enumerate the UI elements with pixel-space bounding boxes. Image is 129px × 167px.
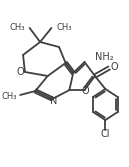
Text: O: O xyxy=(111,62,119,72)
Text: N: N xyxy=(50,96,57,106)
Text: CH₃: CH₃ xyxy=(2,92,17,101)
Text: O: O xyxy=(82,86,89,96)
Text: NH₂: NH₂ xyxy=(95,52,114,62)
Text: O: O xyxy=(16,67,24,77)
Text: Cl: Cl xyxy=(101,129,110,139)
Text: CH₃: CH₃ xyxy=(56,23,72,32)
Text: CH₃: CH₃ xyxy=(9,23,25,32)
